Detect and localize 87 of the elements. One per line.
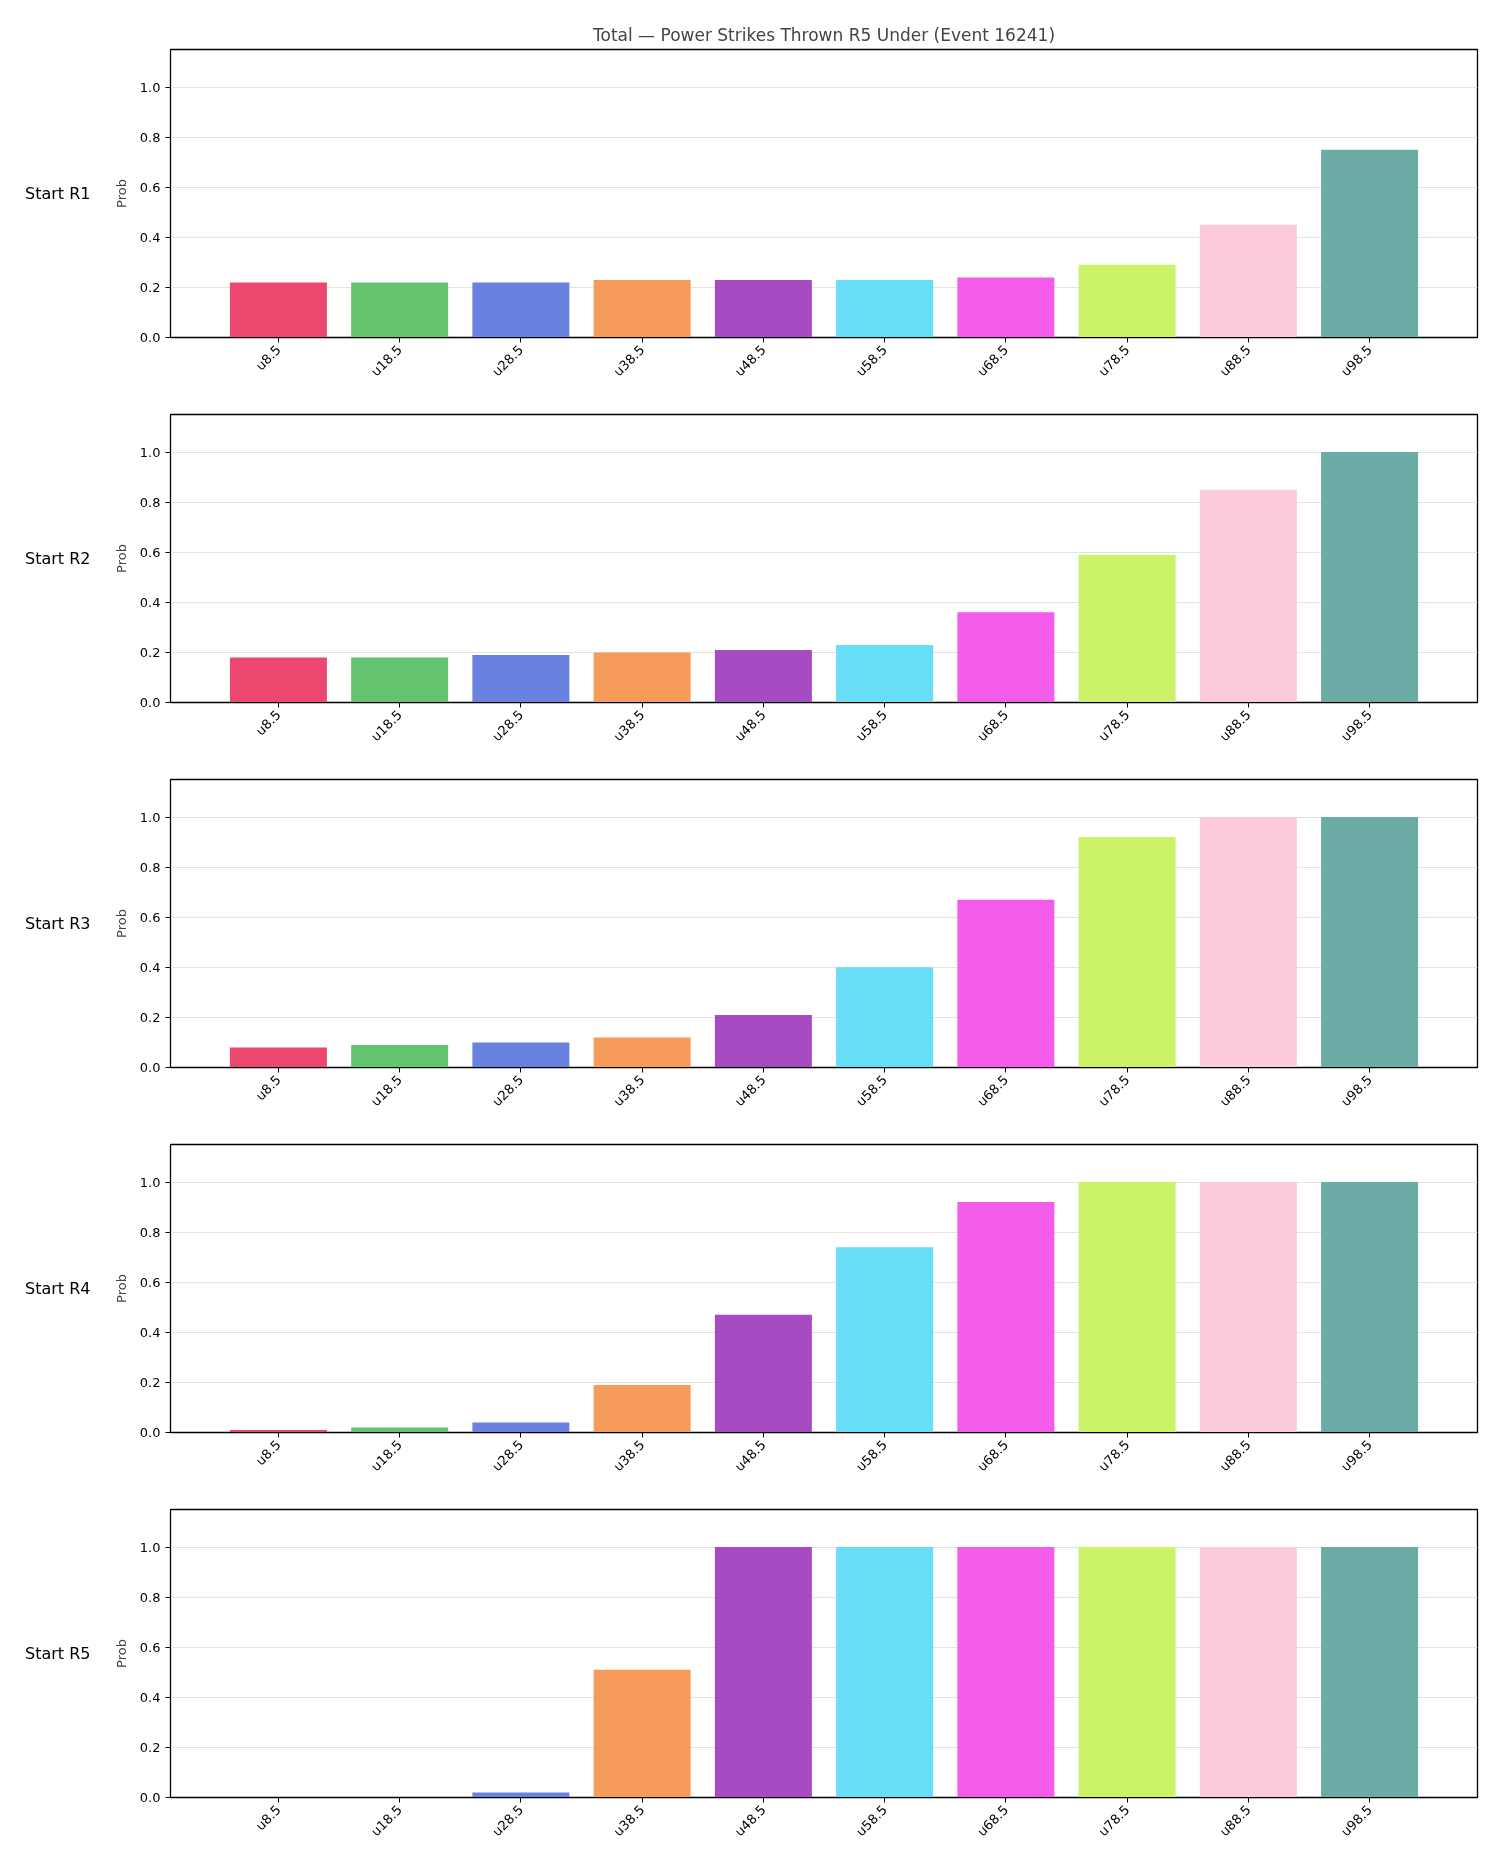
y-tick-label: 1.0 [139,809,161,825]
y-tick-label: 0.6 [139,1274,161,1290]
bar [229,282,327,338]
bar [593,652,691,703]
y-tick-label: 0.6 [139,179,161,195]
bar [957,277,1055,338]
bar [1321,817,1419,1068]
y-tick-label: 1.0 [139,444,161,460]
y-tick-label: 1.0 [139,1539,161,1555]
bar [1321,149,1419,338]
bar [351,282,449,338]
bar [472,654,570,703]
bar [1078,264,1176,338]
bar [714,1014,812,1068]
bar [836,1247,934,1433]
y-tick-label: 0.2 [139,1374,161,1390]
bar [1199,817,1297,1068]
bar [593,1037,691,1068]
bar [836,1547,934,1798]
y-tick-label: 0.0 [139,695,161,710]
y-tick-label: 0.8 [139,1589,161,1605]
y-tick-label: 0.4 [139,959,161,975]
y-tick-label: 0.6 [139,1639,161,1655]
y-tick-label: 0.4 [139,1689,161,1705]
bar [957,1202,1055,1433]
bar [957,899,1055,1068]
bar [1078,554,1176,703]
bar [1078,837,1176,1068]
y-tick-label: 0.2 [139,644,161,660]
bar [1321,452,1419,703]
text: Start R2 [25,549,91,568]
bar [593,1384,691,1433]
bar [472,1042,570,1068]
y-axis-title: Prob [113,909,129,938]
bar [351,1044,449,1068]
y-tick-label: 0.8 [139,859,161,875]
y-tick-label: 0.4 [139,229,161,245]
bar [1199,1547,1297,1798]
bar [1199,489,1297,703]
y-tick-label: 0.0 [139,1425,161,1440]
y-tick-label: 0.8 [139,494,161,510]
bar [472,282,570,338]
bar [472,1422,570,1433]
bar [1321,1547,1419,1798]
bar [1321,1182,1419,1433]
text: Start R3 [25,914,91,933]
bar [714,1314,812,1433]
bar [836,279,934,338]
y-axis-title: Prob [113,544,129,573]
y-tick-label: 0.2 [139,1009,161,1025]
bar [351,657,449,703]
bar [1078,1547,1176,1798]
y-tick-label: 0.4 [139,594,161,610]
text: Start R4 [25,1279,91,1298]
y-tick-label: 0.6 [139,544,161,560]
bar [714,279,812,338]
y-tick-label: 0.8 [139,129,161,145]
bar [1199,224,1297,338]
text: Start R1 [25,184,91,203]
y-tick-label: 1.0 [139,1174,161,1190]
bar [229,657,327,703]
y-tick-label: 0.8 [139,1224,161,1240]
bar [593,279,691,338]
bar [351,1427,449,1433]
bar [836,967,934,1068]
bar [1199,1182,1297,1433]
bar [593,1669,691,1798]
bar [836,644,934,703]
y-tick-label: 0.4 [139,1324,161,1340]
y-axis-title: Prob [113,1274,129,1303]
bar [472,1792,570,1798]
y-tick-label: 0.2 [139,1739,161,1755]
bar [1078,1182,1176,1433]
y-axis-title: Prob [113,179,129,208]
y-tick-label: 0.2 [139,279,161,295]
y-tick-label: 1.0 [139,79,161,95]
chart-title: Total — Power Strikes Thrown R5 Under (Event 16241) [591,24,1056,45]
y-tick-label: 0.0 [139,1060,161,1075]
bar [957,1547,1055,1798]
y-tick-label: 0.0 [139,1790,161,1805]
bar [229,1047,327,1068]
y-tick-label: 0.6 [139,909,161,925]
text: Start R5 [25,1644,91,1663]
bar [714,649,812,703]
y-axis-title: Prob [113,1639,129,1668]
bar [714,1547,812,1798]
bar [957,612,1055,703]
